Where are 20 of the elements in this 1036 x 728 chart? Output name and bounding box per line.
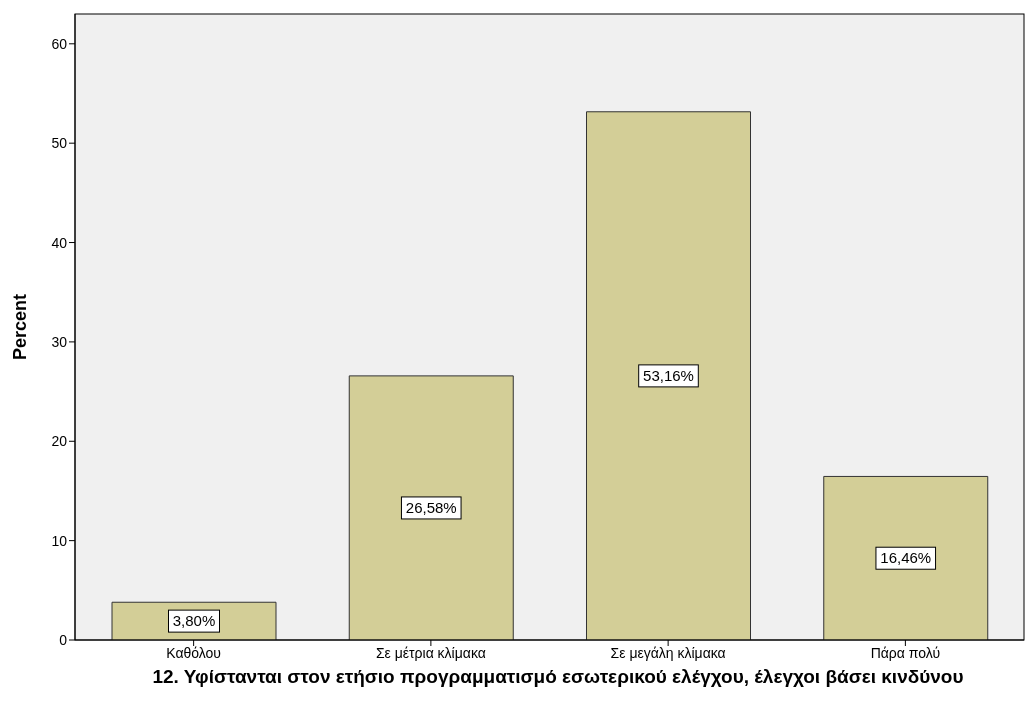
- data-label: 53,16%: [643, 366, 694, 384]
- bar: [823, 475, 989, 640]
- y-tick-label: 60: [51, 35, 68, 52]
- y-tick-label: 10: [51, 532, 68, 549]
- data-label: 16,46%: [880, 549, 932, 567]
- data-label: 26,58%: [405, 498, 457, 516]
- x-tick-label: Πάρα πολύ: [870, 644, 941, 661]
- x-tick-label: Σε μέτρια κλίμακα: [375, 644, 486, 661]
- x-axis-title: 12. Υφίστανται στον ετήσιο προγραμματισμό εσωτερικού ελέγχου, έλεγχοι βάσει κινδύνου: [151, 666, 965, 687]
- data-label: 3,80%: [172, 612, 216, 630]
- y-tick-label: 0: [59, 631, 68, 648]
- x-tick-label: Καθόλου: [166, 644, 222, 661]
- y-tick-label: 40: [51, 234, 68, 251]
- y-tick-label: 30: [51, 333, 68, 350]
- bar: [586, 111, 751, 640]
- x-tick-label: Σε μεγάλη κλίμακα: [610, 644, 726, 661]
- y-tick-label: 50: [51, 135, 68, 152]
- y-tick-label: 20: [51, 433, 68, 450]
- bar: [348, 375, 514, 640]
- y-axis-title: Percent: [10, 293, 31, 361]
